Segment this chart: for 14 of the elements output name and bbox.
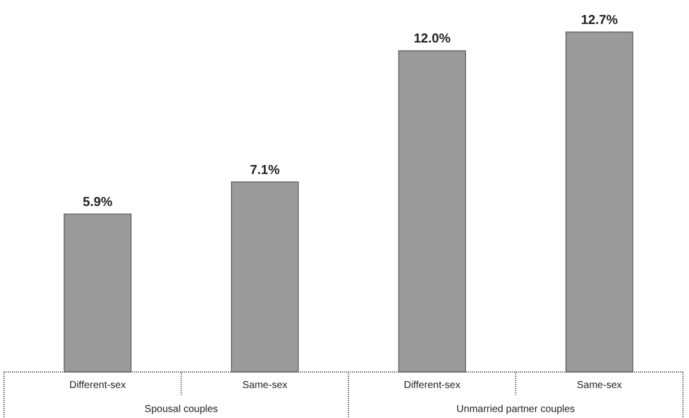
data-label: 12.0% (414, 30, 451, 46)
data-label: 5.9% (82, 194, 113, 210)
bar (231, 182, 299, 372)
data-label: 12.7% (580, 12, 618, 27)
x-tick-label: Different-sex (404, 380, 460, 391)
data-label: 7.1% (250, 162, 280, 177)
bar (398, 50, 466, 372)
bar (64, 214, 132, 372)
x-tick-label: Same-sex (576, 380, 622, 391)
bar (566, 32, 634, 372)
text: Unmarried partner couples (456, 404, 575, 415)
x-tick-label: Different-sex (69, 380, 126, 391)
x-tick-label: Same-sex (242, 380, 288, 391)
text: Spousal couples (144, 404, 218, 415)
